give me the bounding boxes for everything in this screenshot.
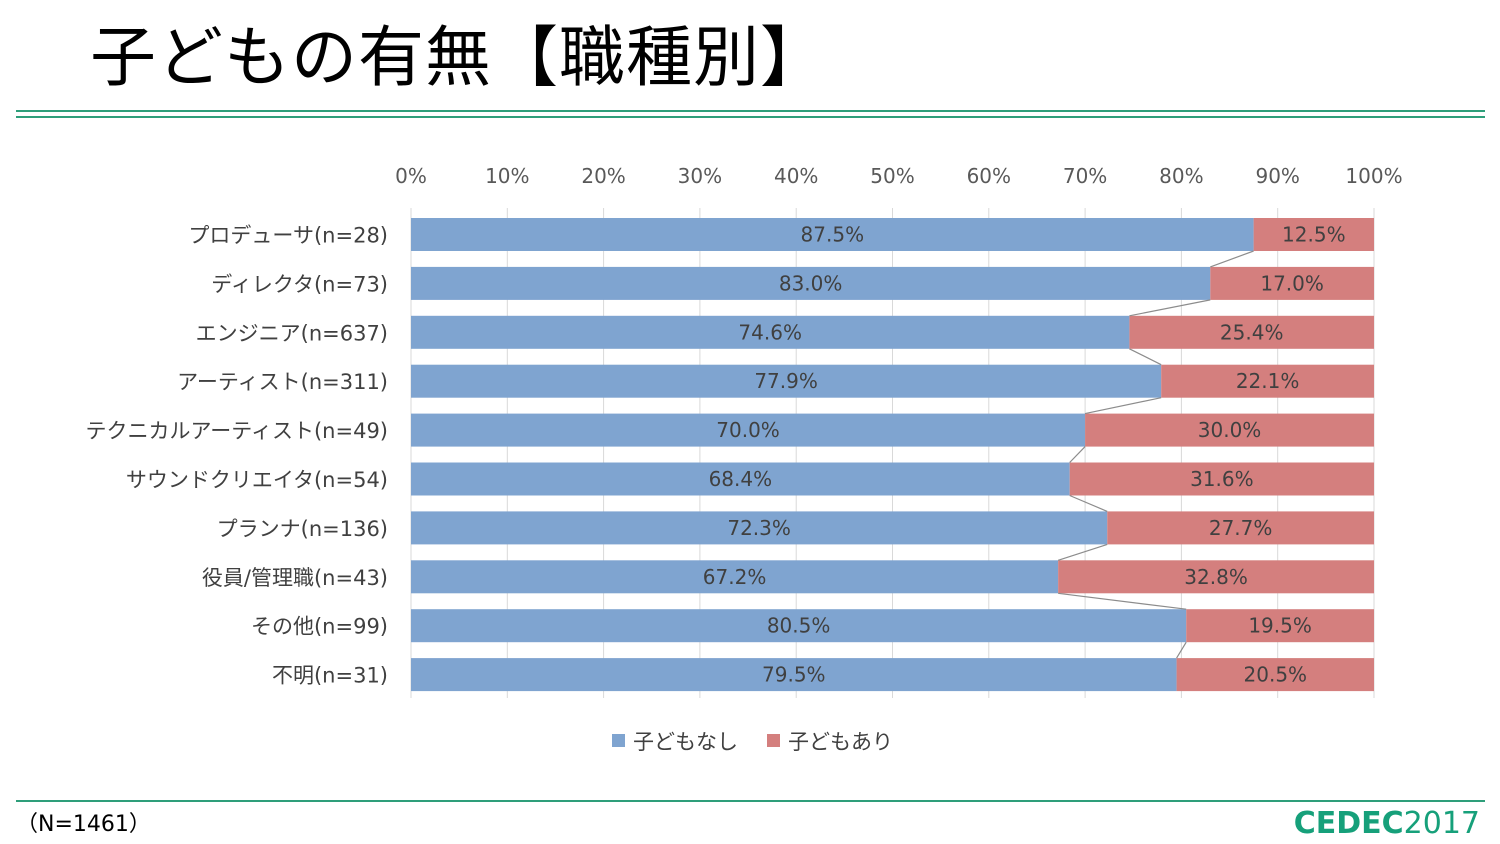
series-line (1069, 494, 1108, 512)
footer-rule (16, 800, 1485, 802)
cedec-logo: CEDEC2017 (1294, 806, 1480, 841)
bar-with-children (1161, 364, 1374, 398)
bar-with-children (1253, 218, 1374, 251)
x-tick-label: 100% (1345, 164, 1402, 188)
x-tick-label: 50% (870, 164, 914, 188)
category-label: 役員/管理職(n=43) (202, 566, 388, 590)
series-line (1057, 543, 1108, 561)
bar-with-children (1085, 413, 1374, 447)
bar-no-children (411, 413, 1086, 447)
title-rule-upper (16, 110, 1485, 112)
data-label-no-children: 68.4% (709, 467, 773, 491)
bar-with-children (1210, 266, 1374, 300)
series-line (1129, 299, 1211, 317)
category-label: その他(n=99) (251, 615, 388, 639)
bar-no-children (411, 609, 1187, 643)
category-label: ディレクタ(n=73) (211, 272, 388, 296)
data-label-no-children: 70.0% (716, 418, 780, 442)
data-label-with-children: 22.1% (1236, 369, 1300, 393)
page-title: 子どもの有無【職種別】 (90, 19, 827, 96)
data-label-with-children: 20.5% (1244, 663, 1308, 687)
data-label-no-children: 83.0% (779, 271, 843, 295)
bar-with-children (1129, 315, 1374, 349)
bar-no-children (411, 462, 1070, 496)
legend-swatch-with-children (767, 734, 780, 747)
data-label-no-children: 72.3% (727, 516, 791, 540)
x-tick-label: 40% (774, 164, 818, 188)
bar-with-children (1186, 609, 1374, 643)
x-tick-label: 10% (485, 164, 529, 188)
bar-with-children (1176, 658, 1374, 692)
bar-no-children (411, 266, 1211, 300)
data-label-with-children: 17.0% (1260, 271, 1324, 295)
title-rule-lower (16, 116, 1485, 118)
category-label: プランナ(n=136) (217, 517, 388, 541)
sample-size-note: （N=1461） (16, 812, 151, 837)
x-tick-label: 80% (1159, 164, 1203, 188)
data-label-no-children: 77.9% (754, 369, 818, 393)
series-line (1069, 446, 1086, 463)
bar-no-children (411, 315, 1130, 349)
category-label: エンジニア(n=637) (196, 321, 388, 345)
data-label-no-children: 80.5% (767, 614, 831, 638)
data-label-with-children: 27.7% (1209, 516, 1273, 540)
logo-year: 2017 (1403, 806, 1480, 841)
data-label-with-children: 32.8% (1184, 565, 1248, 589)
category-label: アーティスト(n=311) (177, 370, 388, 394)
bar-no-children (411, 658, 1177, 692)
x-tick-label: 20% (581, 164, 625, 188)
series-line (1058, 592, 1187, 610)
category-label: テクニカルアーティスト(n=49) (86, 419, 389, 443)
bar-no-children (411, 560, 1059, 594)
logo-text: CEDEC (1293, 806, 1404, 841)
data-label-with-children: 12.5% (1282, 223, 1346, 247)
x-tick-label: 60% (967, 164, 1011, 188)
bar-no-children (411, 364, 1162, 398)
category-label: プロデューサ(n=28) (188, 224, 388, 248)
data-label-no-children: 87.5% (801, 223, 865, 247)
category-label: サウンドクリエイタ(n=54) (126, 468, 388, 492)
series-line (1176, 641, 1187, 659)
bar-with-children (1107, 511, 1374, 545)
data-label-with-children: 25.4% (1220, 320, 1284, 344)
category-label: 不明(n=31) (272, 664, 388, 688)
data-label-no-children: 67.2% (703, 565, 767, 589)
series-line (1210, 250, 1254, 268)
x-tick-label: 90% (1255, 164, 1299, 188)
bar-no-children (411, 218, 1254, 251)
data-label-with-children: 31.6% (1190, 467, 1254, 491)
x-tick-label: 70% (1063, 164, 1107, 188)
x-tick-label: 30% (678, 164, 722, 188)
legend-label-no-children: 子どもなし (633, 730, 738, 754)
stacked-bar-chart: 0% 10% 20% 30% 40% 50% 60% 70% 80% 90% 100% 87.5% 12… (86, 164, 1403, 754)
bar-no-children (411, 511, 1108, 545)
bar-with-children (1069, 462, 1374, 496)
data-label-with-children: 30.0% (1198, 418, 1262, 442)
data-label-with-children: 19.5% (1248, 614, 1312, 638)
x-tick-label: 0% (395, 164, 427, 188)
bar-with-children (1058, 560, 1374, 594)
series-line (1129, 348, 1162, 366)
series-line (1084, 397, 1162, 415)
legend-swatch-no-children (612, 734, 625, 747)
legend-label-with-children: 子どもあり (788, 730, 893, 754)
data-label-no-children: 74.6% (738, 320, 802, 344)
data-label-no-children: 79.5% (762, 663, 826, 687)
